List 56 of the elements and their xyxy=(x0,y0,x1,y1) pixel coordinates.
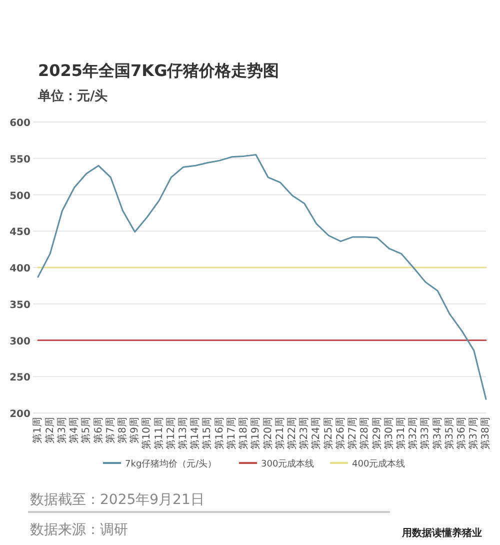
x-tick-label: 第10周 xyxy=(140,417,153,450)
line-series xyxy=(37,154,487,400)
y-tick-label: 450 xyxy=(10,227,30,238)
x-tick-label: 第13周 xyxy=(177,417,190,450)
x-tick-label: 第19周 xyxy=(250,417,262,450)
x-tick-label: 第30周 xyxy=(382,417,395,450)
x-tick-label: 第29周 xyxy=(370,417,383,450)
chart-subtitle: 单位：元/头 xyxy=(37,88,108,104)
chart-title: 2025年全国7KG仔猪价格走势图 xyxy=(38,61,280,80)
x-tick-label: 第4周 xyxy=(68,417,80,444)
legend-label: 400元成本线 xyxy=(352,458,406,470)
y-tick-label: 600 xyxy=(10,118,30,129)
x-tick-label: 第18周 xyxy=(238,417,250,450)
x-tick-label: 第25周 xyxy=(322,417,334,450)
x-tick-label: 第33周 xyxy=(419,417,432,450)
x-tick-label: 第5周 xyxy=(80,417,92,444)
legend-label: 7kg仔猪均价（元/头） xyxy=(125,458,217,470)
x-tick-label: 第22周 xyxy=(286,417,298,450)
x-tick-label: 第28周 xyxy=(358,417,371,450)
text: 用数据读懂养猪业 xyxy=(401,527,482,539)
x-tick-label: 第20周 xyxy=(262,417,274,450)
x-tick-label: 第24周 xyxy=(310,417,322,450)
x-tick-label: 第26周 xyxy=(334,417,346,450)
source-note: 数据来源：调研 xyxy=(30,522,128,538)
y-tick-label: 200 xyxy=(10,409,30,420)
y-tick-label: 550 xyxy=(10,154,30,166)
x-tick-label: 第14周 xyxy=(189,417,202,450)
y-tick-label: 250 xyxy=(10,372,30,384)
x-tick-label: 第3周 xyxy=(56,417,68,444)
y-tick-label: 400 xyxy=(10,264,30,274)
x-tick-label: 第37周 xyxy=(468,417,480,450)
x-tick-label: 第31周 xyxy=(394,417,407,450)
x-tick-label: 第2周 xyxy=(44,417,56,444)
text: 数据截至：2025年9月21日 xyxy=(30,492,204,508)
x-tick-label: 第7周 xyxy=(104,417,116,444)
x-tick-label: 第17周 xyxy=(225,417,238,450)
x-tick-label: 第12周 xyxy=(164,417,177,450)
x-tick-label: 第21周 xyxy=(274,417,286,450)
x-tick-label: 第32周 xyxy=(407,417,420,450)
x-tick-label: 第1周 xyxy=(32,417,44,444)
legend-label: 300元成本线 xyxy=(261,458,314,470)
x-tick-label: 第15周 xyxy=(201,417,214,450)
x-tick-label: 第11周 xyxy=(152,417,165,450)
y-tick-label: 300 xyxy=(10,336,30,348)
x-tick-label: 第23周 xyxy=(298,417,310,450)
x-tick-label: 第6周 xyxy=(92,417,104,444)
x-tick-label: 第16周 xyxy=(213,417,226,450)
x-tick-label: 第9周 xyxy=(128,417,141,444)
y-tick-label: 500 xyxy=(10,190,30,202)
x-tick-label: 第34周 xyxy=(431,417,444,450)
y-tick-label: 350 xyxy=(10,300,30,311)
x-tick-label: 第27周 xyxy=(346,417,359,450)
x-tick-label: 第8周 xyxy=(116,417,128,444)
x-tick-label: 第38周 xyxy=(480,417,492,450)
x-tick-label: 第35周 xyxy=(443,417,456,450)
x-tick-label: 第36周 xyxy=(456,417,468,450)
